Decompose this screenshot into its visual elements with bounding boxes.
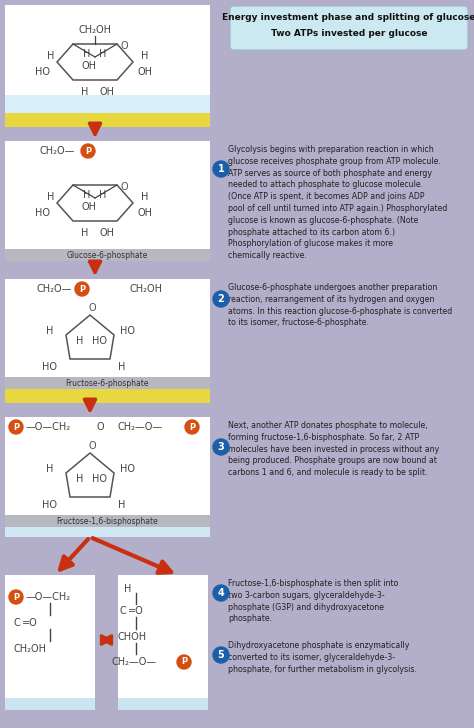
Circle shape [213,439,229,455]
Text: —O—CH₂: —O—CH₂ [26,422,71,432]
Text: CH₂OH: CH₂OH [79,25,111,35]
Text: Fructose-6-phosphate: Fructose-6-phosphate [66,379,149,387]
Text: CH₂—O—: CH₂—O— [112,657,157,667]
Text: Glycolysis begins with preparation reaction in which
glucose receives phosphate : Glycolysis begins with preparation react… [228,145,447,260]
Text: H: H [76,474,84,484]
Text: H: H [118,500,126,510]
Text: OH: OH [100,228,115,238]
Text: HO: HO [120,326,136,336]
Text: H: H [46,326,54,336]
Text: CH₂O—: CH₂O— [36,284,72,294]
Bar [5,527,210,537]
Text: Fructose-1,6-bisphosphate is then split into
two 3-carbon sugars, glyceraldehyde: Fructose-1,6-bisphosphate is then split … [228,579,398,623]
Text: 4: 4 [218,588,224,598]
Bar [5,389,210,403]
Bar [118,698,208,710]
Text: Dihydroxyacetone phosphate is enzymatically
converted to its isomer, glyceraldeh: Dihydroxyacetone phosphate is enzymatica… [228,641,417,673]
Bar [5,5,210,113]
Text: H: H [124,584,132,594]
Circle shape [185,420,199,434]
Circle shape [9,420,23,434]
Text: Glucose-6-phosphate undergoes another preparation
reaction, rearrangement of its: Glucose-6-phosphate undergoes another pr… [228,283,452,328]
Bar [5,417,210,527]
Text: HO: HO [120,464,136,474]
Text: P: P [79,285,85,293]
Text: Glucose-6-phosphate: Glucose-6-phosphate [67,250,148,259]
Text: C: C [14,618,21,628]
Circle shape [213,161,229,177]
Bar [5,279,210,389]
Text: CH₂O—: CH₂O— [40,146,75,156]
Text: H: H [83,49,91,59]
Text: OH: OH [82,202,97,212]
Text: OH: OH [137,208,153,218]
Text: H: H [82,87,89,97]
Bar [5,141,210,261]
Text: =O: =O [128,606,144,616]
Text: Two ATPs invested per glucose: Two ATPs invested per glucose [271,30,427,39]
Bar [5,515,210,527]
Text: H: H [83,190,91,200]
Text: H: H [76,336,84,346]
Bar [5,698,95,710]
Text: C: C [120,606,127,616]
Text: OH: OH [82,61,97,71]
Circle shape [9,590,23,604]
Text: O: O [121,182,128,192]
Text: HO: HO [43,500,57,510]
Text: H: H [100,190,107,200]
FancyBboxPatch shape [230,6,468,50]
Text: OH: OH [137,67,153,77]
Text: H: H [141,51,149,61]
Text: H: H [141,192,149,202]
Bar [5,249,210,261]
Text: H: H [47,51,55,61]
Text: CH₂—O—: CH₂—O— [118,422,163,432]
Text: CHOH: CHOH [118,632,147,642]
Text: H: H [82,228,89,238]
Circle shape [213,647,229,663]
Text: H: H [118,362,126,372]
Text: 3: 3 [218,442,224,452]
Bar [5,95,210,113]
Text: H: H [100,49,107,59]
Text: Energy investment phase and splitting of glucose: Energy investment phase and splitting of… [222,14,474,23]
Text: P: P [13,593,19,601]
Text: Fructose-1,6-bisphosphate: Fructose-1,6-bisphosphate [56,516,158,526]
Text: HO: HO [36,67,51,77]
Text: O: O [121,41,128,51]
Bar [5,377,210,389]
Text: =O: =O [22,618,38,628]
Text: P: P [181,657,187,667]
Bar [5,575,95,710]
Text: 1: 1 [218,164,224,174]
Text: 2: 2 [218,294,224,304]
Circle shape [213,585,229,601]
Text: P: P [85,146,91,156]
Text: HO: HO [43,362,57,372]
Text: H: H [46,464,54,474]
Text: —O—CH₂: —O—CH₂ [26,592,71,602]
Text: HO: HO [92,474,108,484]
Circle shape [75,282,89,296]
Text: O: O [88,441,96,451]
Text: CH₂OH: CH₂OH [14,644,47,654]
Text: H: H [47,192,55,202]
Text: O: O [88,303,96,313]
Text: OH: OH [100,87,115,97]
Circle shape [81,144,95,158]
Text: Next, another ATP donates phosphate to molecule,
forming fructose-1,6-bisphospha: Next, another ATP donates phosphate to m… [228,421,439,477]
Text: P: P [189,422,195,432]
Bar [5,113,210,127]
Text: 5: 5 [218,650,224,660]
Text: O: O [96,422,104,432]
Text: CH₂OH: CH₂OH [130,284,163,294]
Bar [118,575,208,710]
Text: HO: HO [92,336,108,346]
Text: HO: HO [36,208,51,218]
Circle shape [213,291,229,307]
Text: P: P [13,422,19,432]
Circle shape [177,655,191,669]
